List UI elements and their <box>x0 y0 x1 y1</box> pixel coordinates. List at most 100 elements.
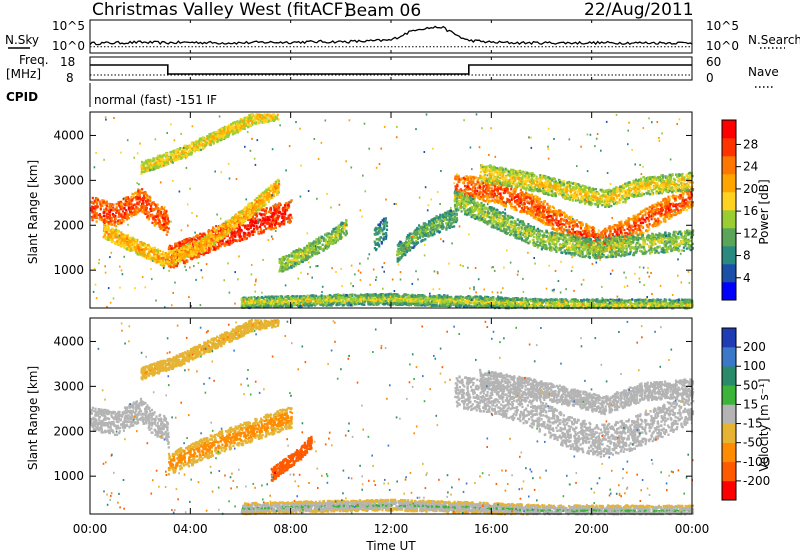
x-tick-label-3: 12:00 <box>374 522 409 536</box>
freq-tick-bottom: 8 <box>66 71 74 85</box>
velocity-colorbar-cell-8 <box>722 328 736 348</box>
velocity-colorbar-cell-2 <box>722 442 736 463</box>
nsearch-tick-top: 10^5 <box>706 19 739 33</box>
velocity-ytick-label-0: 1000 <box>53 469 84 483</box>
power-cbar-label-6: 28 <box>743 137 758 151</box>
echo-region-3 <box>140 113 280 175</box>
velocity-colorbar-cell-3 <box>722 423 736 443</box>
noise-panel-frame <box>89 19 693 54</box>
nsearch-tick-bottom: 10^0 <box>706 39 739 53</box>
power-panel-frame <box>89 111 693 309</box>
velocity-cbar-label-2: 50 <box>743 378 758 392</box>
velocity-colorbar-frame <box>721 327 737 501</box>
velocity-y-axis-label: Slant Range [km] <box>26 366 40 470</box>
power-colorbar-cell-5 <box>722 192 736 211</box>
freq-series-freq <box>90 64 692 75</box>
power-colorbar-cell-4 <box>722 210 736 229</box>
echo-region-2 <box>102 178 281 268</box>
x-tick-label-4: 16:00 <box>474 522 509 536</box>
power-ytick-label-1: 2000 <box>53 218 84 232</box>
nsky-tick-bottom: 10^0 <box>52 39 85 53</box>
station-title: Christmas Valley West (fitACF) <box>92 0 350 20</box>
echo-region-7 <box>479 163 694 208</box>
nave-label: Nave <box>748 65 779 79</box>
power-ytick-label-2: 3000 <box>53 173 84 187</box>
velocity-ytick-label-3: 4000 <box>53 334 84 348</box>
cpid-text: normal (fast) -151 IF <box>94 93 217 107</box>
power-ytick-label-3: 4000 <box>53 128 84 142</box>
power-cbar-label-4: 20 <box>743 182 758 196</box>
velocity-panel-frame <box>89 317 693 515</box>
velocity-colorbar-cell-5 <box>722 385 736 405</box>
beam-title: Beam 06 <box>345 1 421 21</box>
echo-region-0 <box>90 397 170 449</box>
x-tick-label-5: 20:00 <box>574 522 609 536</box>
echo-speckle <box>92 113 691 309</box>
velocity-colorbar-cell-7 <box>722 347 736 367</box>
velocity-colorbar-cell-1 <box>722 461 736 482</box>
velocity-colorbar-cell-0 <box>722 480 736 501</box>
velocity-cbar-label-7: -200 <box>743 474 770 488</box>
velocity-cbar-label-1: 100 <box>743 359 766 373</box>
nave-tick-bottom: 0 <box>706 71 714 85</box>
echo-region-8 <box>396 208 459 263</box>
nave-tick-top: 60 <box>706 55 721 69</box>
power-colorbar-cell-3 <box>722 228 736 247</box>
echo-region-5 <box>453 173 695 254</box>
freq-tick-top: 18 <box>60 55 75 69</box>
velocity-colorbar-cell-6 <box>722 366 736 386</box>
power-colorbar-cell-1 <box>722 264 736 283</box>
cpid-label: CPID <box>6 90 38 104</box>
noise-series-nsky <box>89 25 693 46</box>
x-tick-label-0: 00:00 <box>73 522 108 536</box>
power-colorbar-cell-8 <box>722 138 736 157</box>
echo-region-6 <box>453 190 695 260</box>
echo-region-4 <box>454 375 695 458</box>
velocity-cbar-label-0: 200 <box>743 340 766 354</box>
power-cbar-label-2: 12 <box>743 226 758 240</box>
power-cbar-label-0: 4 <box>743 271 751 285</box>
x-axis-label: Time UT <box>365 539 416 553</box>
velocity-cbar-label-5: -50 <box>743 436 763 450</box>
power-colorbar-cell-0 <box>722 282 736 301</box>
echo-region-2 <box>270 435 313 482</box>
velocity-cbar-label-3: 15 <box>743 397 758 411</box>
power-ytick-label-0: 1000 <box>53 263 84 277</box>
velocity-colorbar-cell-4 <box>722 404 736 424</box>
freq-label: Freq. <box>19 53 49 67</box>
power-cbar-label-5: 24 <box>743 160 758 174</box>
velocity-colorbar-label: Velocity [m s⁻¹] <box>757 378 771 471</box>
power-colorbar-cell-6 <box>722 174 736 193</box>
nsky-label: N.Sky <box>5 33 39 47</box>
echo-region-6 <box>240 498 695 516</box>
x-tick-label-1: 04:00 <box>173 522 208 536</box>
echo-speckle <box>97 320 694 515</box>
power-colorbar-label: Power [dB] <box>757 179 771 244</box>
freq-unit-label: [MHz] <box>6 67 41 81</box>
echo-region-1 <box>167 406 293 476</box>
power-colorbar-cell-9 <box>722 120 736 139</box>
velocity-ytick-label-2: 3000 <box>53 379 84 393</box>
freq-panel-frame <box>89 56 693 81</box>
echo-region-0 <box>90 188 170 236</box>
power-cbar-label-3: 16 <box>743 204 758 218</box>
velocity-ytick-label-1: 2000 <box>53 424 84 438</box>
velocity-heatmap <box>90 319 695 516</box>
nsearch-label: N.Search <box>748 33 800 47</box>
echo-region-3 <box>140 319 280 381</box>
x-tick-label-6: 00:00 <box>675 522 710 536</box>
power-colorbar-cell-7 <box>722 156 736 175</box>
velocity-cbar-label-4: -15 <box>743 417 763 431</box>
echo-region-4 <box>278 219 348 273</box>
velocity-cbar-label-6: -100 <box>743 455 770 469</box>
power-heatmap <box>90 113 695 310</box>
echo-region-9 <box>373 217 389 252</box>
date-title: 22/Aug/2011 <box>584 0 694 20</box>
power-cbar-label-1: 8 <box>743 249 751 263</box>
power-y-axis-label: Slant Range [km] <box>26 160 40 264</box>
power-colorbar-cell-2 <box>722 246 736 265</box>
nsky-tick-top: 10^5 <box>52 19 85 33</box>
echo-region-1 <box>167 199 293 269</box>
x-tick-label-2: 08:00 <box>273 522 308 536</box>
